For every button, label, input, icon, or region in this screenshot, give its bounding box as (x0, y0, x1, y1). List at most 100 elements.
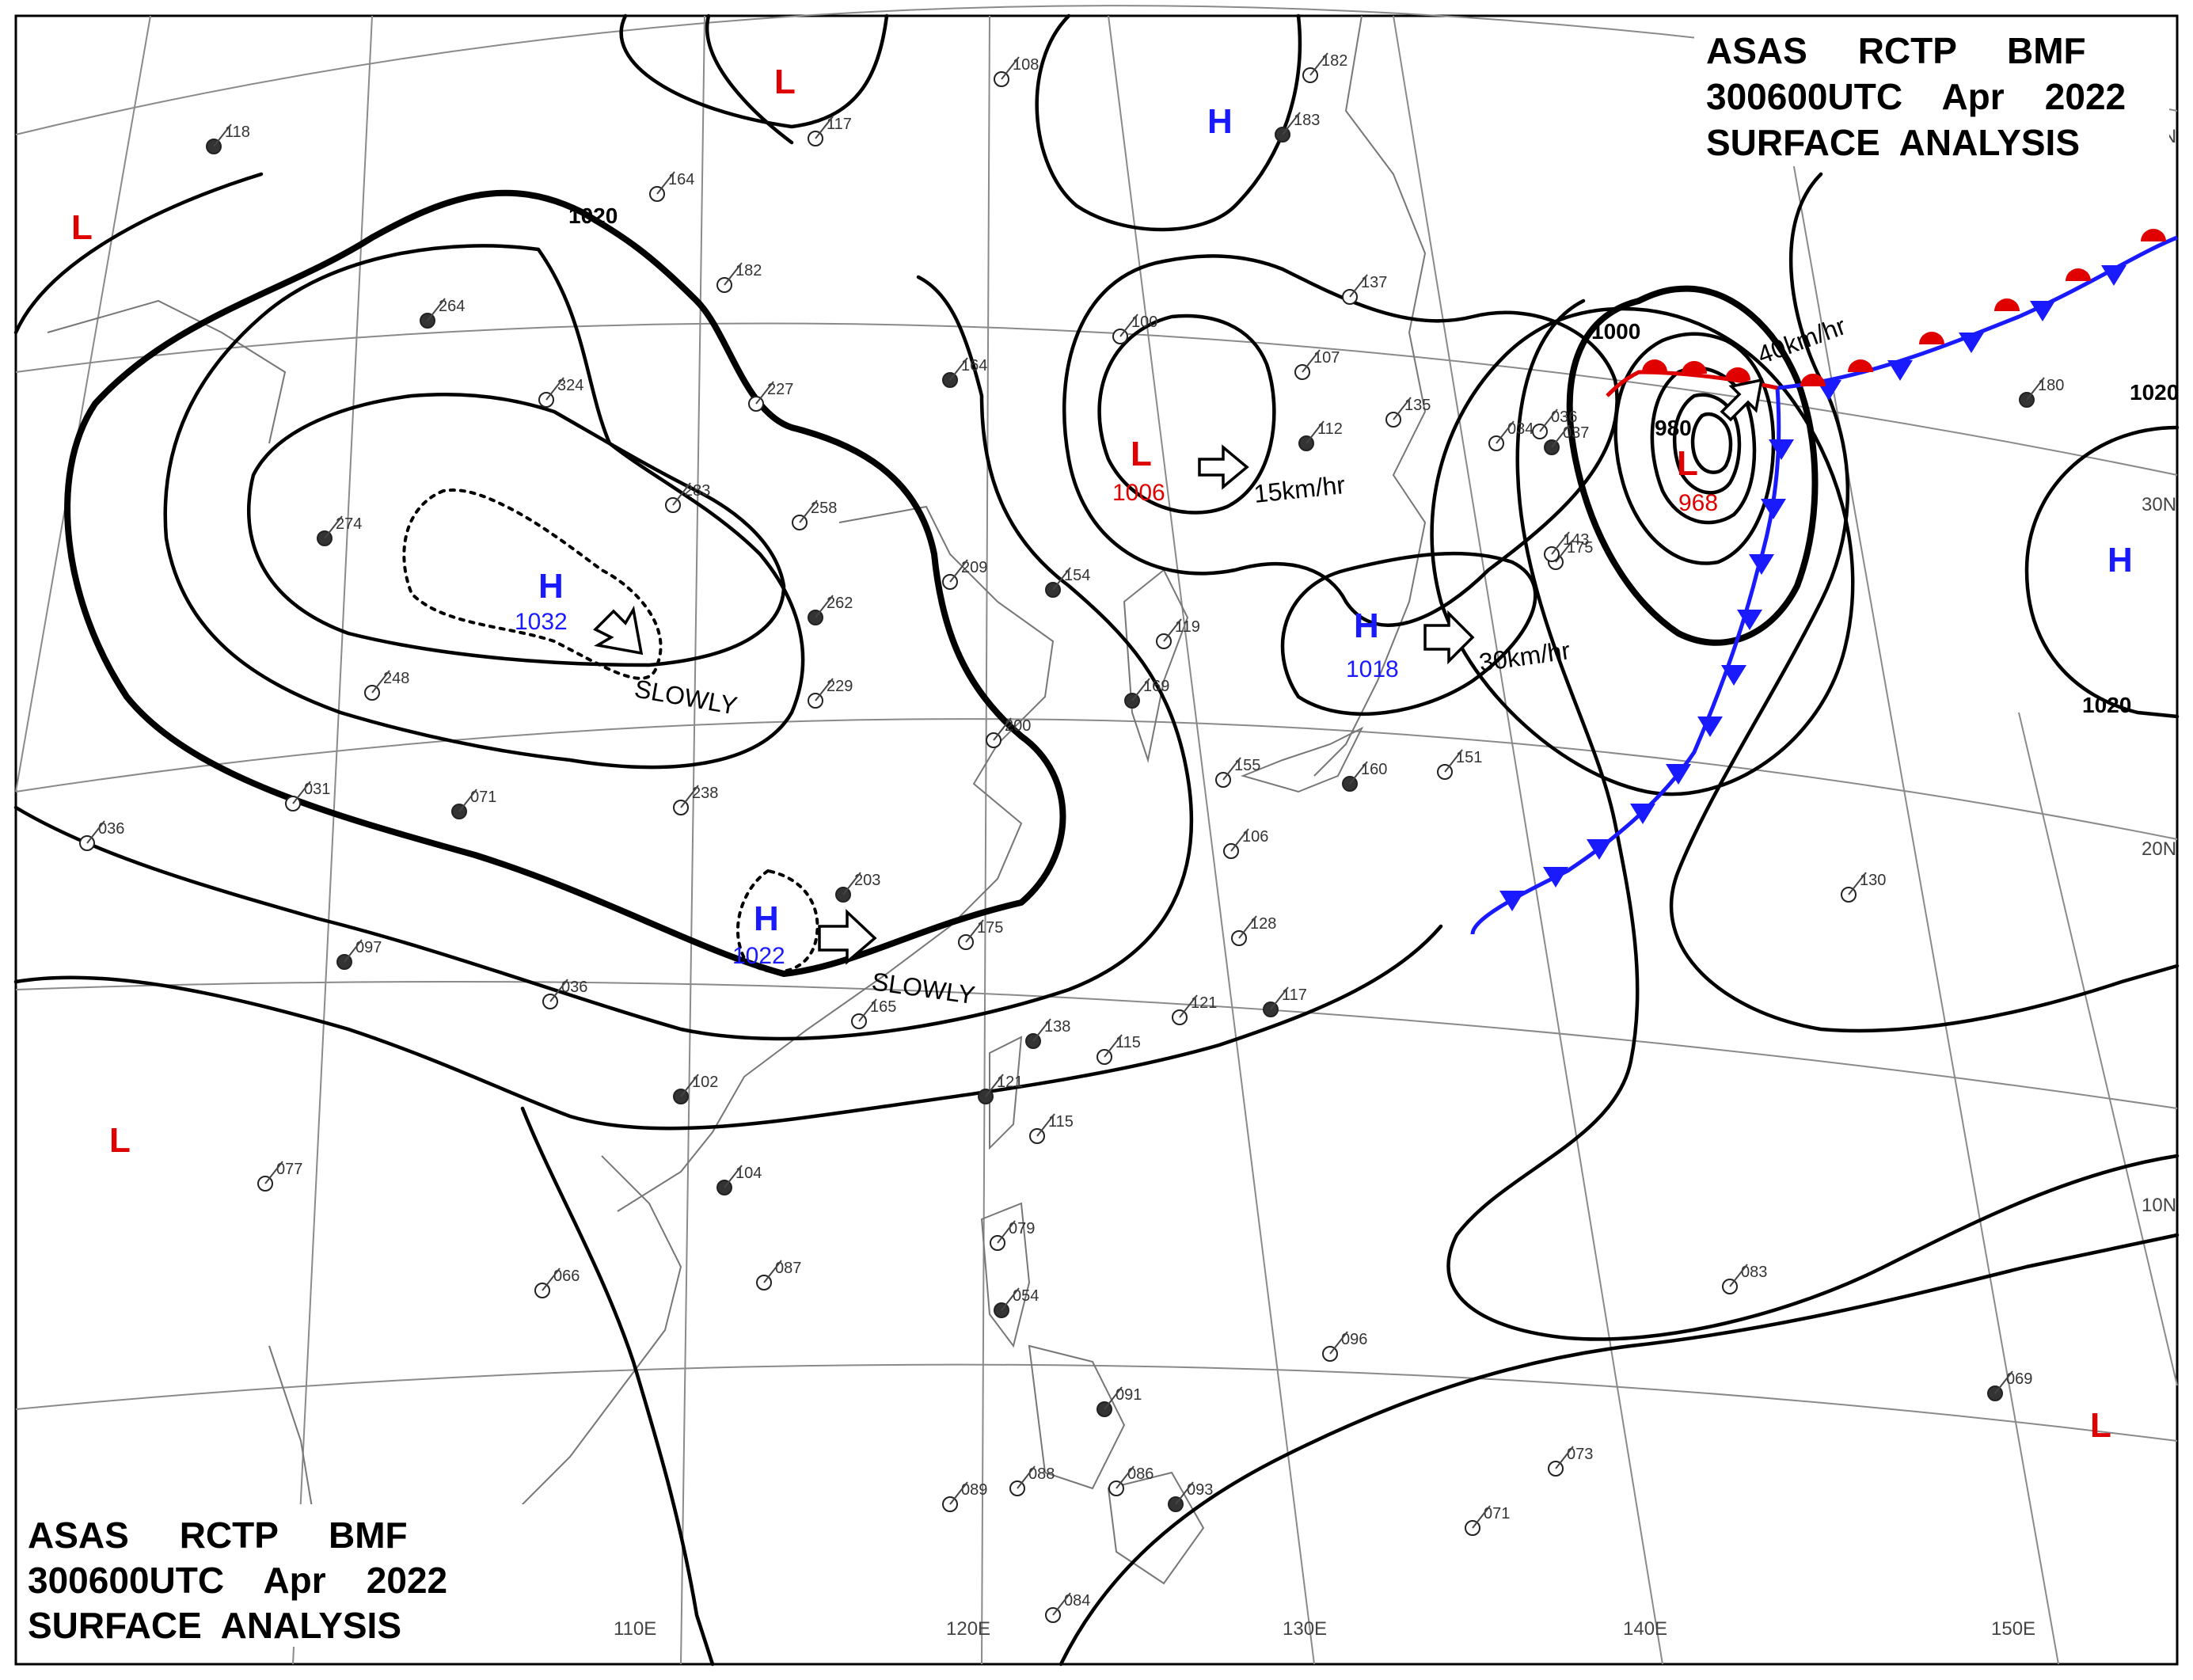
station-wind-barb (2026, 377, 2045, 401)
station-wind-barb (949, 1481, 968, 1505)
cold-front-triangle (1959, 333, 1984, 353)
low-pressure-center: L (2090, 1406, 2111, 1445)
station-pressure: 182 (735, 262, 762, 279)
station-wind-barb (680, 785, 699, 808)
cold-front-triangle (1630, 804, 1655, 824)
movement-label: 15km/hr (1252, 470, 1347, 508)
station-wind-barb (1329, 1331, 1348, 1355)
station-pressure: 165 (870, 998, 896, 1016)
station-pressure: 229 (827, 678, 853, 695)
station-pressure: 088 (1028, 1465, 1055, 1483)
movement-label: SLOWLY (633, 674, 739, 720)
station-pressure: 138 (1044, 1018, 1070, 1036)
station-pressure: 112 (1317, 420, 1343, 438)
station-wind-barb (549, 979, 568, 1002)
cold-front-triangle (1666, 764, 1691, 785)
station-wind-barb (1551, 531, 1570, 555)
movement-label: 30km/hr (1477, 636, 1572, 677)
station-pressure: 164 (668, 171, 694, 188)
station-pressure: 164 (961, 357, 987, 374)
station-pressure: 036 (98, 820, 124, 838)
station-pressure: 118 (225, 124, 250, 141)
station-wind-barb (1116, 1465, 1135, 1489)
station-pressure: 087 (775, 1260, 801, 1277)
station-wind-barb (1238, 915, 1257, 939)
front-symbols (1499, 229, 2166, 911)
longitude-label: 110E (614, 1618, 656, 1640)
station-wind-barb (1104, 1386, 1123, 1410)
movement-arrow (1198, 444, 1249, 490)
station-wind-barb (1393, 397, 1412, 420)
station-pressure: 274 (336, 515, 362, 533)
station-wind-barb (755, 381, 774, 405)
latitude-labels: 40N 30N 20N 10N (2142, 126, 2176, 1216)
station-wind-barb (1131, 678, 1150, 701)
cold-front-triangle (2030, 301, 2055, 321)
station-pressure: 086 (1127, 1465, 1154, 1483)
station-wind-barb (763, 1260, 782, 1283)
header-top-line3: SURFACE ANALYSIS (1706, 122, 2080, 163)
cold-front-triangle (1499, 891, 1525, 911)
longitude-labels: 110E 120E 130E 140E 150E (614, 1618, 2035, 1640)
station-pressure: 093 (1187, 1481, 1213, 1499)
cold-front-triangle (1769, 439, 1794, 460)
movement-label: 40km/hr (1754, 311, 1849, 369)
station-wind-barb (656, 171, 675, 195)
station-pressure: 238 (692, 785, 718, 802)
longitude-label: 150E (1991, 1618, 2035, 1640)
longitude-label: 140E (1623, 1618, 1667, 1640)
longitude-label: 120E (946, 1618, 990, 1640)
station-pressure: 283 (684, 482, 710, 500)
low-pressure-center: L (774, 63, 796, 101)
station-wind-barb (1222, 757, 1241, 781)
station-wind-barb (1032, 1018, 1051, 1042)
movement-arrow (1423, 610, 1475, 665)
station-pressure: 117 (827, 116, 852, 133)
station-wind-barb (1555, 539, 1574, 563)
station-pressure: 151 (1456, 749, 1482, 766)
station-wind-barb (1230, 828, 1249, 852)
station-wind-barb (858, 998, 877, 1022)
station-pressure: 071 (470, 789, 496, 806)
header-top: ASAS RCTP BMF 300600UTC Apr 2022 SURFACE… (1694, 24, 2169, 166)
lat-lon-grid (15, 5, 2178, 1665)
station-wind-barb (1163, 618, 1182, 642)
movement-arrow (1720, 378, 1764, 422)
station-pressure: 036 (561, 979, 587, 996)
cold-front-triangle (1721, 665, 1746, 686)
station-pressure: 143 (1563, 531, 1589, 549)
station-pressure: 160 (1361, 761, 1387, 778)
header-bottom-line2: 300600UTC Apr 2022 (28, 1560, 447, 1601)
station-wind-barb (1349, 761, 1368, 785)
latitude-label: 20N (2142, 838, 2176, 860)
station-pressure: 180 (2038, 377, 2064, 394)
station-pressure: 096 (1341, 1331, 1367, 1348)
station-pressure: 175 (977, 919, 1003, 937)
station-pressure: 258 (811, 500, 837, 517)
station-wind-barb (672, 482, 691, 506)
station-wind-barb (815, 116, 834, 139)
station-wind-barb (344, 939, 363, 963)
station-wind-barb (1555, 1446, 1574, 1469)
station-pressure: 104 (735, 1165, 762, 1182)
station-pressure: 248 (383, 670, 409, 687)
station-pressure: 121 (1191, 994, 1217, 1012)
station-wind-barb (1001, 56, 1020, 80)
station-wind-barb (1119, 314, 1138, 337)
station-wind-barb (1017, 1465, 1036, 1489)
station-plots: 118 164 182 264 324 283 274 248 031 071 238 258 262 2… (79, 52, 2064, 1623)
station-wind-barb (264, 1161, 283, 1184)
station-pressure: 097 (355, 939, 382, 956)
header-top-line1: ASAS RCTP BMF (1706, 30, 2086, 71)
high-pressure-value: 1018 (1346, 656, 1399, 682)
isobar-label: 980 (1655, 416, 1692, 440)
isobars (13, 13, 2180, 1667)
warm-front-semicircle (1848, 359, 1873, 372)
cold-front-triangle (1697, 716, 1723, 737)
movement-labels: SLOWLY SLOWLY 15km/hr 30km/hr 40km/hr (633, 311, 1850, 1009)
low-pressure-center: L (109, 1121, 131, 1160)
station-wind-barb (1052, 567, 1071, 591)
station-wind-barb (724, 262, 743, 286)
station-pressure: 182 (1321, 52, 1347, 70)
station-wind-barb (458, 789, 477, 812)
